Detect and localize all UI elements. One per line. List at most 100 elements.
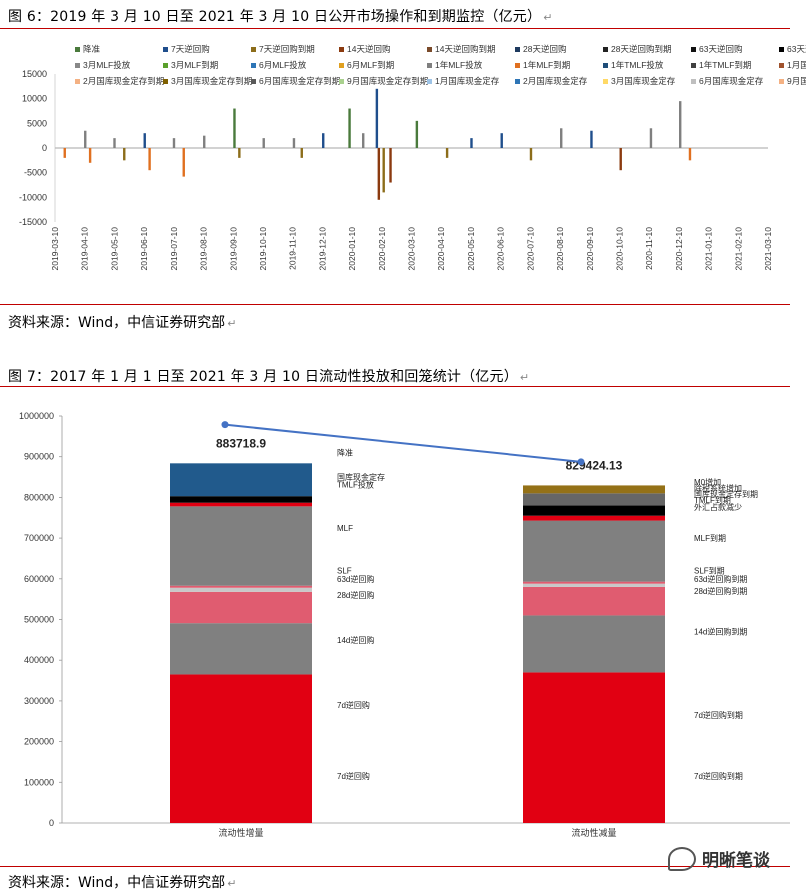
legend-swatch — [603, 79, 608, 84]
ops-bar — [238, 148, 241, 158]
legend-swatch — [603, 63, 608, 68]
category-label: 流动性减量 — [571, 827, 616, 838]
legend-label: 63天逆回购到期 — [787, 44, 806, 54]
ops-bar — [389, 148, 392, 183]
legend-label: 1年TMLF投放 — [611, 60, 664, 70]
legend-label: 3月MLF到期 — [171, 60, 218, 70]
stack-segment — [170, 496, 312, 503]
legend-label: 降准 — [83, 44, 101, 54]
legend-label: 28天逆回购到期 — [611, 44, 671, 54]
liquidity-stacked-bar-chart: 1000000900000800000700000600000500000400… — [19, 411, 790, 838]
legend-swatch — [515, 47, 520, 52]
legend-swatch — [515, 63, 520, 68]
ops-bar — [560, 128, 563, 148]
x-tick-label: 2019-06-10 — [139, 227, 149, 271]
x-tick-label: 2019-08-10 — [199, 227, 209, 271]
y-tick-label: 0 — [42, 143, 47, 153]
y-tick-label: 10000 — [22, 94, 47, 104]
segment-label: 63d逆回购到期 — [694, 574, 747, 584]
segment-label: SLF到期 — [694, 567, 725, 576]
x-tick-label: 2021-01-10 — [704, 227, 714, 271]
legend-swatch — [779, 47, 784, 52]
y-tick-label: 600000 — [24, 574, 54, 584]
ops-bar — [590, 130, 593, 148]
legend-swatch — [163, 63, 168, 68]
stack-segment — [170, 623, 312, 675]
ops-bar — [322, 133, 325, 148]
x-tick-label: 2021-02-10 — [733, 227, 743, 271]
segment-label: 7d逆回购 — [337, 700, 370, 710]
segment-label: MLF到期 — [694, 534, 726, 543]
legend-swatch — [339, 63, 344, 68]
segment-label: 14d逆回购 — [337, 635, 374, 645]
watermark: 明晰笔谈 — [668, 846, 770, 871]
legend-label: 3月国库现金定存到期 — [171, 76, 252, 86]
legend-label: 28天逆回购 — [523, 44, 566, 54]
ops-bar — [143, 133, 146, 148]
stack-segment — [170, 506, 312, 586]
y-tick-label: -15000 — [19, 217, 47, 227]
ops-bar — [148, 148, 151, 171]
x-tick-label: 2021-03-10 — [763, 227, 773, 271]
legend-label: 1年TMLF到期 — [699, 60, 751, 70]
legend-swatch — [163, 79, 168, 84]
legend-swatch — [339, 79, 344, 84]
x-tick-label: 2019-07-10 — [169, 227, 179, 271]
ops-bar — [84, 130, 87, 148]
total-point — [577, 458, 585, 466]
legend-swatch — [603, 47, 608, 52]
segment-label: 14d逆回购到期 — [694, 627, 747, 637]
ops-bar — [679, 101, 682, 148]
legend-label: 6月MLF投放 — [259, 60, 307, 70]
stack-segment — [523, 485, 665, 494]
legend-swatch — [691, 63, 696, 68]
stack-segment — [170, 502, 312, 507]
x-tick-label: 2020-10-10 — [614, 227, 624, 271]
y-tick-label: -10000 — [19, 192, 47, 202]
ops-bar — [182, 148, 185, 177]
fig7-source: 资料来源：Wind，中信证券研究部 ↵ — [8, 875, 237, 891]
legend-label: 3月国库现金定存 — [611, 76, 676, 86]
y-tick-label: 1000000 — [19, 411, 54, 421]
fig7-bottom-rule — [0, 866, 790, 867]
segment-label: 63d逆回购 — [337, 574, 374, 584]
fig6-caption: 图 6：2019 年 3 月 10 日至 2021 年 3 月 10 日公开市场… — [8, 9, 553, 25]
legend-label: 14天逆回购 — [347, 44, 390, 54]
legend-swatch — [691, 47, 696, 52]
legend-label: 2月国库现金定存 — [523, 76, 588, 86]
fig7-caption: 图 7：2017 年 1 月 1 日至 2021 年 3 月 10 日流动性投放… — [8, 369, 530, 385]
legend-label: 9月国库现金定存到期 — [347, 76, 428, 86]
legend-swatch — [427, 47, 432, 52]
x-tick-label: 2020-06-10 — [496, 227, 506, 271]
y-tick-label: 400000 — [24, 655, 54, 665]
legend-swatch — [691, 79, 696, 84]
segment-label: 外汇占款减少 — [694, 502, 742, 512]
ops-bar — [375, 88, 379, 148]
stack-segment — [170, 585, 312, 588]
ops-bar — [348, 108, 351, 148]
stack-segment — [523, 581, 665, 584]
x-tick-label: 2019-05-10 — [109, 227, 119, 271]
legend-swatch — [75, 79, 80, 84]
legend-swatch — [779, 79, 784, 84]
fig6-top-rule — [0, 28, 790, 29]
stack-segment — [523, 672, 665, 823]
stack-segment — [523, 583, 665, 587]
stack-segment — [523, 520, 665, 582]
ops-bar — [415, 120, 419, 148]
segment-label: 国库现金定存到期 — [694, 489, 758, 499]
ops-bar — [88, 148, 92, 163]
segment-label: SLF — [337, 567, 352, 576]
ops-bar — [172, 138, 176, 148]
ops-bar — [300, 148, 303, 158]
segment-label: 28d逆回购到期 — [694, 586, 747, 596]
total-trend-line — [224, 423, 582, 463]
legend-swatch — [75, 63, 80, 68]
legend-swatch — [163, 47, 168, 52]
x-tick-label: 2019-10-10 — [258, 227, 268, 271]
open-market-operations-chart: 降准 7天逆回购 7天逆回购到期 14天逆回购 14天逆回购到期 28天逆回购 28天逆回购… — [19, 44, 806, 271]
ops-bar — [113, 138, 116, 148]
segment-label: M0增加 — [694, 477, 721, 487]
legend-swatch — [427, 63, 432, 68]
legend-swatch — [251, 63, 256, 68]
